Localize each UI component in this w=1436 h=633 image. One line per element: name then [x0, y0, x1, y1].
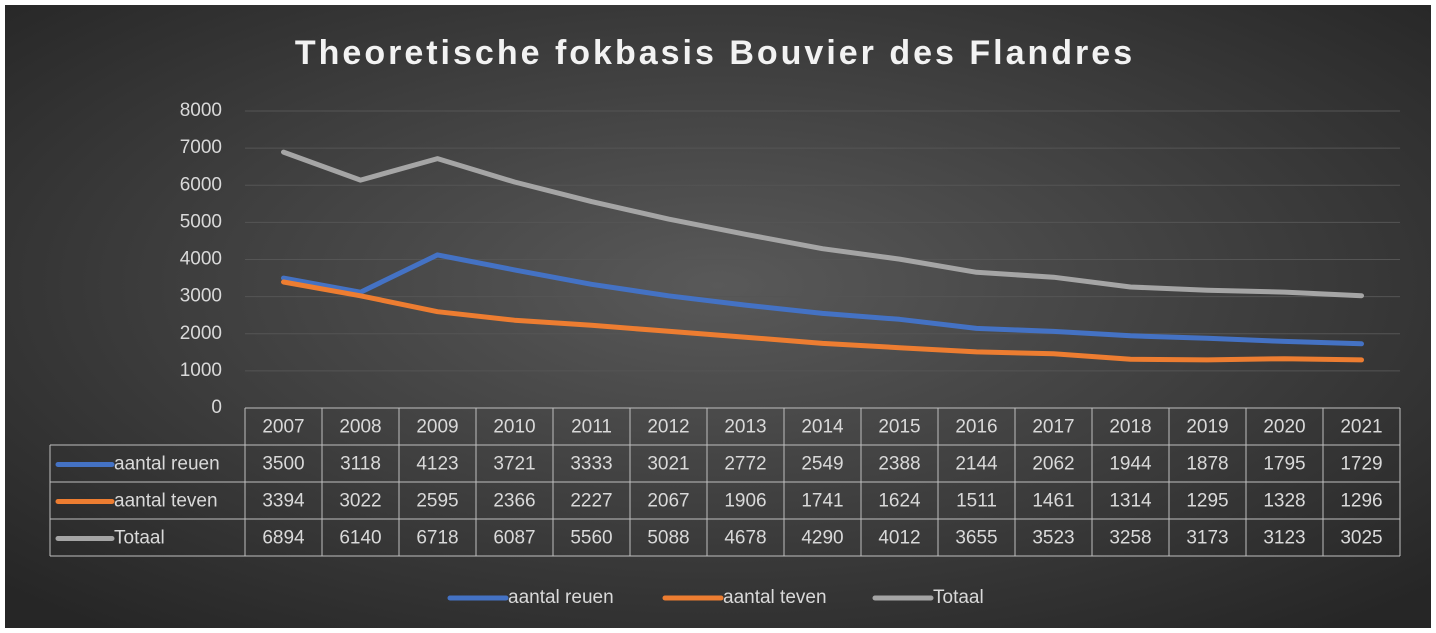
table-cell: 3022	[339, 491, 381, 512]
x-tick-label: 2009	[416, 417, 458, 438]
table-cell: 1328	[1263, 491, 1305, 512]
table-cell: 1296	[1340, 491, 1382, 512]
table-cell: 1944	[1109, 454, 1152, 475]
x-tick-label: 2010	[493, 417, 535, 438]
table-cell: 2144	[955, 454, 998, 475]
table-cell: 2062	[1032, 454, 1074, 475]
table-cell: 3523	[1032, 528, 1074, 549]
y-tick-label: 3000	[180, 286, 222, 307]
series-line	[281, 279, 1364, 363]
table-cell: 4678	[724, 528, 766, 549]
table-cell: 3025	[1340, 528, 1382, 549]
table-cell: 3655	[955, 528, 997, 549]
table-cell: 2772	[724, 454, 766, 475]
table-cell: 3123	[1263, 528, 1305, 549]
background	[5, 5, 1431, 628]
y-tick-label: 1000	[180, 360, 222, 381]
y-tick-label: 0	[211, 397, 222, 418]
table-cell: 5560	[570, 528, 612, 549]
table-cell: 1878	[1186, 454, 1228, 475]
table-cell: 1741	[801, 491, 843, 512]
table-cell: 1295	[1186, 491, 1228, 512]
y-tick-label: 8000	[180, 100, 222, 121]
table-cell: 1511	[956, 491, 997, 512]
legend-label: aantal reuen	[508, 587, 614, 608]
table-cell: 2388	[878, 454, 920, 475]
x-tick-label: 2008	[339, 417, 381, 438]
table-cell: 3258	[1109, 528, 1151, 549]
table-cell: 4012	[878, 528, 920, 549]
table-cell: 3173	[1186, 528, 1228, 549]
table-cell: 1624	[878, 491, 921, 512]
table-cell: 3333	[570, 454, 612, 475]
table-cell: 1729	[1340, 454, 1382, 475]
table-cell: 2595	[416, 491, 458, 512]
table-row-label: aantal reuen	[114, 454, 220, 475]
table-cell: 2227	[570, 491, 612, 512]
table-cell: 1795	[1263, 454, 1305, 475]
series-line	[281, 252, 1364, 347]
legend-label: Totaal	[933, 587, 984, 608]
table-cell: 6894	[262, 528, 305, 549]
x-tick-label: 2011	[571, 417, 612, 438]
table-cell: 3021	[647, 454, 689, 475]
x-tick-label: 2021	[1340, 417, 1382, 438]
x-tick-label: 2015	[878, 417, 920, 438]
x-tick-label: 2019	[1186, 417, 1228, 438]
table-cell: 1461	[1032, 491, 1074, 512]
table-cell: 3394	[262, 491, 305, 512]
y-tick-label: 7000	[180, 137, 222, 158]
table-cell: 2067	[647, 491, 689, 512]
x-tick-label: 2016	[955, 417, 997, 438]
table-cell: 6087	[493, 528, 535, 549]
table-cell: 2549	[801, 454, 843, 475]
y-tick-label: 2000	[180, 323, 222, 344]
x-tick-label: 2013	[724, 417, 766, 438]
x-tick-label: 2020	[1263, 417, 1305, 438]
table-cell: 4290	[801, 528, 843, 549]
table-cell: 1906	[724, 491, 766, 512]
y-tick-label: 6000	[180, 174, 222, 195]
table-cell: 2366	[493, 491, 535, 512]
table-cell: 3500	[262, 454, 304, 475]
x-tick-label: 2007	[262, 417, 304, 438]
table-cell: 6718	[416, 528, 458, 549]
x-tick-label: 2012	[647, 417, 689, 438]
x-tick-label: 2017	[1032, 417, 1074, 438]
table-cell: 1314	[1109, 491, 1152, 512]
series-line	[281, 149, 1364, 299]
table-cell: 5088	[647, 528, 689, 549]
table-cell: 3721	[493, 454, 535, 475]
table-cell: 4123	[416, 454, 458, 475]
y-tick-label: 4000	[180, 249, 222, 270]
table-cell: 3118	[340, 454, 381, 475]
table-row-label: aantal teven	[114, 491, 218, 512]
table-row-label: Totaal	[114, 528, 165, 549]
table-cell: 6140	[339, 528, 381, 549]
x-tick-label: 2014	[801, 417, 844, 438]
x-tick-label: 2018	[1109, 417, 1151, 438]
legend-label: aantal teven	[723, 587, 827, 608]
y-tick-label: 5000	[180, 211, 222, 232]
chart-title: Theoretische fokbasis Bouvier des Flandr…	[295, 34, 1135, 72]
